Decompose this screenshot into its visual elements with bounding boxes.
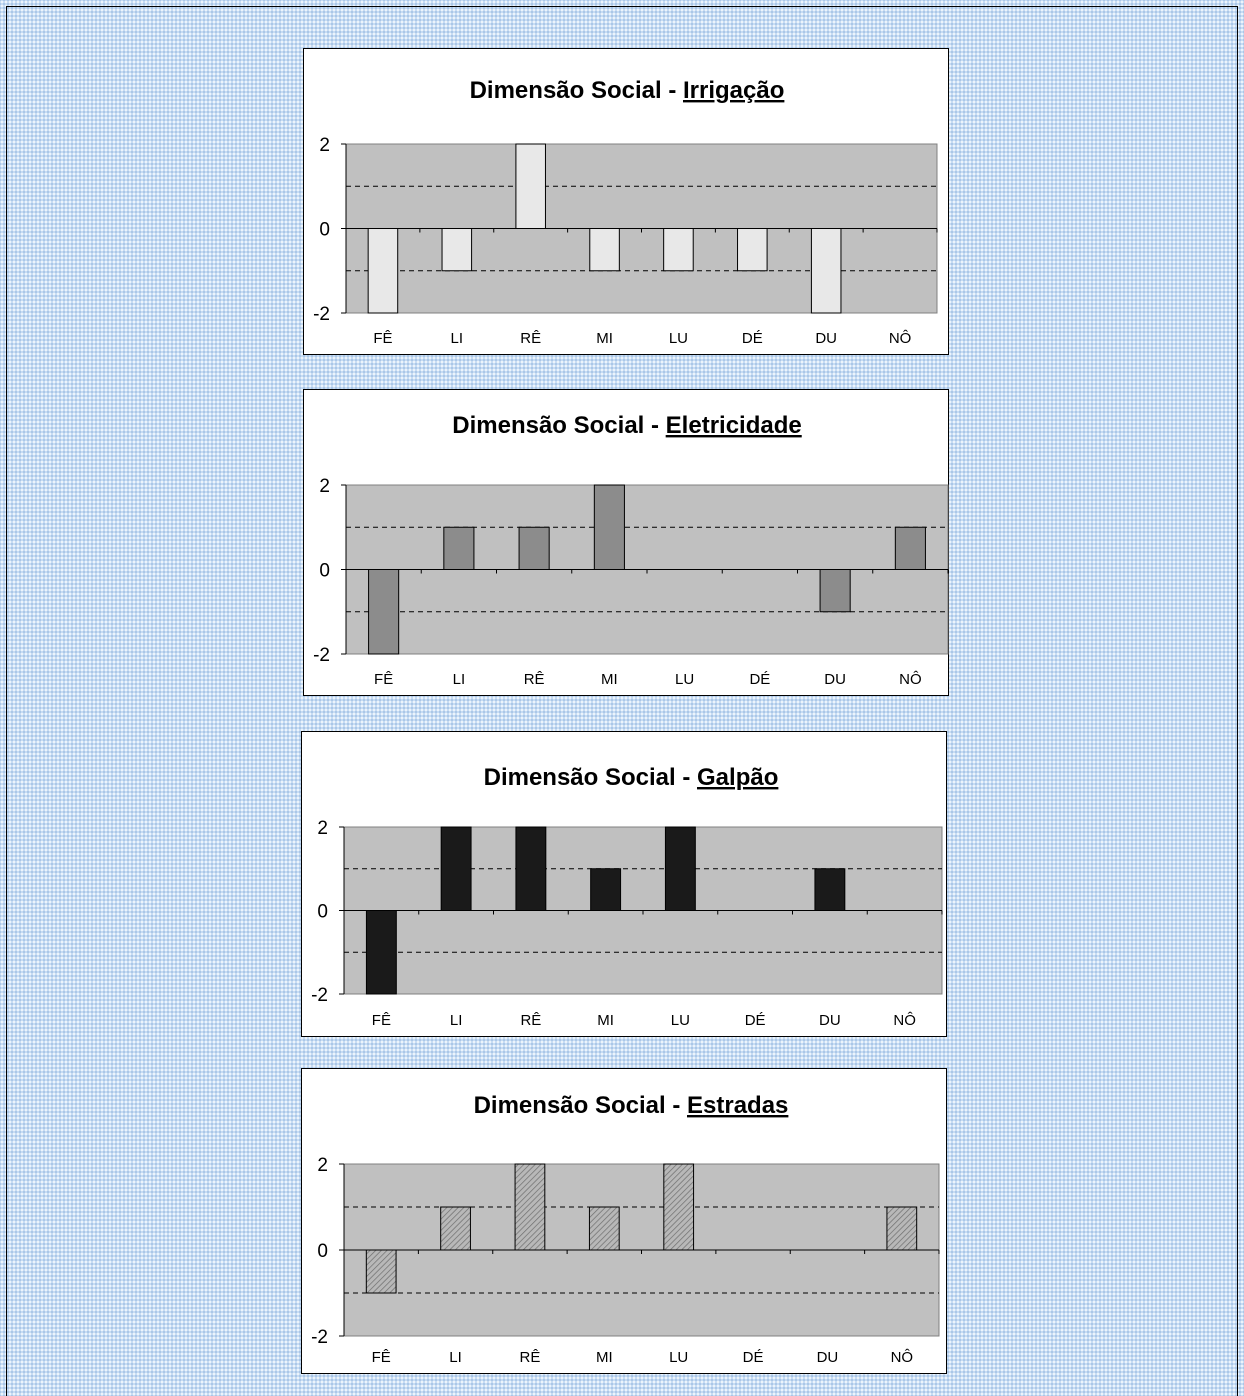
y-tick-label: 0 [317, 1241, 328, 1262]
bar-FÊ [368, 569, 400, 655]
y-tick-label: -2 [313, 645, 330, 666]
y-tick-label: 0 [319, 561, 330, 582]
chart-title-topic: Galpão [697, 764, 778, 791]
chart-galpao: Dimensão Social - Galpão 2 0 -2 FÊ LI RÊ MI LU DÉ… [301, 731, 947, 1037]
x-tick-label: LU [671, 1012, 690, 1029]
x-tick-label: LI [450, 1012, 463, 1029]
chart-title-topic: Estradas [687, 1092, 788, 1119]
y-tick-label: 2 [319, 135, 330, 156]
y-tick-label: 2 [317, 818, 328, 839]
bar-LU [663, 228, 694, 272]
bar-RÊ [515, 143, 546, 229]
x-tick-label: LI [451, 330, 464, 347]
x-tick-label: FÊ [372, 1349, 391, 1366]
bar-RÊ [518, 526, 550, 570]
x-tick-label: LU [669, 330, 688, 347]
x-tick-label: DU [815, 330, 837, 347]
y-tick-label: -2 [313, 304, 330, 325]
bar-LI [440, 1206, 471, 1251]
chart-title-prefix: Dimensão Social - [470, 77, 683, 104]
chart-eletricidade-svg: Dimensão Social - Eletricidade 2 0 -2 FÊ LI RÊ… [313, 412, 949, 688]
bar-DU [810, 228, 842, 314]
bar-RÊ [514, 1163, 546, 1251]
x-tick-label: DÉ [745, 1012, 766, 1029]
bar-NÔ [894, 526, 926, 570]
bar-MI [588, 1206, 620, 1251]
bar-FÊ [367, 228, 399, 314]
chart-title-prefix: Dimensão Social - [474, 1092, 687, 1119]
x-tick-label: FÊ [372, 1012, 391, 1029]
bar-LI [440, 826, 472, 911]
chart-galpao-svg: Dimensão Social - Galpão 2 0 -2 FÊ LI RÊ MI LU DÉ… [311, 764, 943, 1029]
bar-DU [814, 868, 846, 911]
chart-title-prefix: Dimensão Social - [452, 412, 665, 439]
y-tick-label: 0 [317, 902, 328, 923]
x-tick-label: MI [597, 1012, 614, 1029]
bar-FÊ [365, 1249, 397, 1294]
x-tick-label: NÔ [891, 1349, 914, 1366]
x-tick-label: DÉ [749, 671, 770, 688]
x-tick-label: MI [596, 1349, 613, 1366]
chart-irrigacao: Dimensão Social - Irrigação 2 0 -2 FÊ LI RÊ MI L… [303, 48, 949, 355]
y-tick-label: 2 [319, 476, 330, 497]
x-tick-label: DÉ [743, 1349, 764, 1366]
x-tick-label: FÊ [373, 330, 392, 347]
x-tick-label: DU [819, 1012, 841, 1029]
x-tick-label: RÊ [520, 330, 541, 347]
x-tick-label: DU [817, 1349, 839, 1366]
x-tick-label: NÔ [899, 671, 922, 688]
chart-title-topic: Eletricidade [666, 412, 802, 439]
x-tick-label: LU [675, 671, 694, 688]
x-tick-label: RÊ [524, 671, 545, 688]
y-tick-label: 2 [317, 1155, 328, 1176]
bar-LU [664, 826, 696, 911]
bar-LI [441, 228, 473, 272]
bar-LU [663, 1163, 695, 1251]
chart-eletricidade: Dimensão Social - Eletricidade 2 0 -2 FÊ LI RÊ… [303, 389, 949, 696]
chart-title: Dimensão Social - Irrigação [470, 77, 785, 104]
chart-irrigacao-svg: Dimensão Social - Irrigação 2 0 -2 FÊ LI RÊ MI L… [313, 77, 938, 347]
bar-DÉ [737, 228, 768, 272]
y-tick-label: 0 [319, 220, 330, 241]
x-tick-label: NÔ [893, 1012, 916, 1029]
x-tick-label: LI [453, 671, 466, 688]
x-tick-label: LU [669, 1349, 688, 1366]
x-tick-label: MI [601, 671, 618, 688]
chart-title: Dimensão Social - Estradas [474, 1092, 789, 1119]
bar-RÊ [515, 826, 547, 911]
chart-title: Dimensão Social - Eletricidade [452, 412, 801, 439]
x-tick-label: DU [824, 671, 846, 688]
chart-estradas-svg: Dimensão Social - Estradas 2 0 -2 FÊ LI RÊ MI LU… [311, 1092, 940, 1366]
bar-MI [589, 228, 620, 272]
bar-LI [443, 526, 475, 570]
x-tick-label: LI [449, 1349, 462, 1366]
chart-title-topic: Irrigação [683, 77, 784, 104]
bar-DU [819, 569, 851, 613]
x-tick-label: FÊ [374, 671, 393, 688]
x-tick-label: RÊ [520, 1012, 541, 1029]
x-tick-label: DÉ [742, 330, 763, 347]
bar-FÊ [365, 910, 397, 995]
bar-MI [590, 868, 622, 911]
bar-NÔ [886, 1206, 918, 1251]
x-tick-label: NÔ [889, 330, 912, 347]
x-tick-label: RÊ [520, 1349, 541, 1366]
y-tick-label: -2 [311, 985, 328, 1006]
chart-title: Dimensão Social - Galpão [484, 764, 779, 791]
x-tick-label: MI [596, 330, 613, 347]
chart-estradas: Dimensão Social - Estradas 2 0 -2 FÊ LI RÊ MI LU… [301, 1068, 947, 1374]
page-frame [6, 6, 1238, 1396]
bar-MI [593, 484, 625, 570]
y-tick-label: -2 [311, 1327, 328, 1348]
chart-title-prefix: Dimensão Social - [484, 764, 697, 791]
